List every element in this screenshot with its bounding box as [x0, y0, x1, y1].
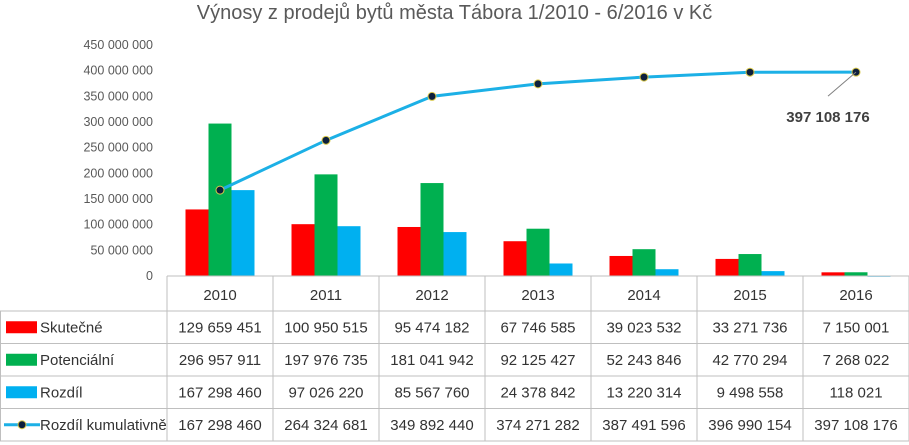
table-cell-value: 264 324 681: [284, 417, 367, 434]
table-cell-value: 167 298 460: [178, 384, 261, 401]
legend-label: Rozdíl kumulativně: [40, 417, 167, 434]
table-cell-value: 67 746 585: [500, 319, 575, 336]
bar-rozd-l: [231, 190, 255, 276]
table-cell-value: 129 659 451: [178, 319, 261, 336]
annotation-leader-line: [827, 71, 857, 97]
y-tick-label: 0: [146, 269, 153, 283]
line-point: [533, 79, 543, 89]
y-tick-label: 150 000 000: [83, 192, 153, 206]
legend-label: Potenciální: [40, 352, 115, 369]
legend-label: Skutečné: [40, 319, 103, 336]
bar-potenci-ln-: [420, 183, 444, 276]
table-cell-value: 33 271 736: [712, 319, 787, 336]
y-tick-label: 450 000 000: [83, 38, 153, 52]
line-point: [639, 72, 649, 82]
y-tick-label: 50 000 000: [90, 243, 153, 257]
table-cell-value: 396 990 154: [708, 417, 791, 434]
y-tick-label: 250 000 000: [83, 141, 153, 155]
table-cell-value: 42 770 294: [712, 352, 787, 369]
chart-title: Výnosy z prodejů bytů města Tábora 1/201…: [196, 2, 713, 24]
table-cell-value: 7 150 001: [823, 319, 890, 336]
bar-skute-n-: [185, 209, 209, 276]
bar-skute-n-: [397, 226, 421, 276]
bar-potenci-ln-: [738, 254, 762, 276]
legend-key: [6, 353, 37, 366]
bar-skute-n-: [503, 241, 527, 276]
legend-key: [6, 386, 37, 399]
series-line-rozdil-kumulativne: [219, 70, 857, 192]
x-tick-label: 2016: [839, 287, 872, 304]
line-point: [745, 67, 755, 77]
bar-rozd-l: [443, 232, 467, 276]
table-cell-value: 181 041 942: [390, 352, 473, 369]
legend-label: Rozdíl: [40, 384, 83, 401]
x-tick-label: 2011: [310, 287, 342, 304]
table-cell-value: 349 892 440: [390, 417, 473, 434]
annotation-label: 397 108 176: [786, 109, 869, 126]
table-cell-value: 197 976 735: [284, 352, 367, 369]
bar-skute-n-: [715, 258, 739, 276]
x-tick-label: 2014: [627, 287, 660, 304]
table-cell-value: 100 950 515: [284, 319, 367, 336]
x-tick-label: 2012: [415, 287, 448, 304]
x-tick-label: 2015: [733, 287, 766, 304]
bar-skute-n-: [291, 224, 315, 276]
bar-rozd-l: [549, 263, 573, 276]
table-cell-value: 85 567 760: [394, 384, 469, 401]
bar-rozd-l: [337, 226, 361, 276]
y-tick-label: 400 000 000: [83, 64, 153, 78]
table-cell-value: 9 498 558: [717, 384, 784, 401]
line-point: [215, 185, 225, 195]
table-cell-value: 7 268 022: [823, 352, 890, 369]
table-cell-value: 13 220 314: [606, 384, 681, 401]
line-point: [321, 135, 331, 145]
x-tick-label: 2010: [203, 287, 236, 304]
bar-skute-n-: [821, 272, 845, 276]
bar-skute-n-: [609, 255, 633, 276]
bar-potenci-ln-: [526, 228, 550, 276]
line-point: [427, 91, 437, 101]
x-tick-label: 2013: [521, 287, 554, 304]
bar-rozd-l: [655, 269, 679, 276]
legend-key-marker: [17, 420, 27, 430]
table-cell-value: 397 108 176: [814, 417, 897, 434]
bar-potenci-ln-: [314, 174, 338, 276]
table-cell-value: 95 474 182: [394, 319, 469, 336]
bar-rozd-l: [761, 271, 785, 276]
table-cell-value: 39 023 532: [606, 319, 681, 336]
y-tick-label: 100 000 000: [83, 218, 153, 232]
table-cell-value: 296 957 911: [179, 352, 261, 369]
table-cell-value: 118 021: [829, 384, 882, 401]
bar-potenci-ln-: [844, 272, 868, 276]
table-cell-value: 24 378 842: [500, 384, 575, 401]
table-cell-value: 97 026 220: [288, 384, 363, 401]
table-cell-value: 92 125 427: [500, 352, 575, 369]
legend-key: [6, 321, 37, 334]
table-cell-value: 387 491 596: [602, 417, 685, 434]
y-tick-label: 300 000 000: [83, 115, 153, 129]
bar-potenci-ln-: [632, 249, 656, 276]
y-tick-label: 200 000 000: [83, 166, 153, 180]
table-cell-value: 374 271 282: [496, 417, 579, 434]
bar-potenci-ln-: [208, 123, 232, 276]
y-tick-label: 350 000 000: [83, 89, 153, 103]
table-cell-value: 167 298 460: [178, 417, 261, 434]
table-cell-value: 52 243 846: [606, 352, 681, 369]
